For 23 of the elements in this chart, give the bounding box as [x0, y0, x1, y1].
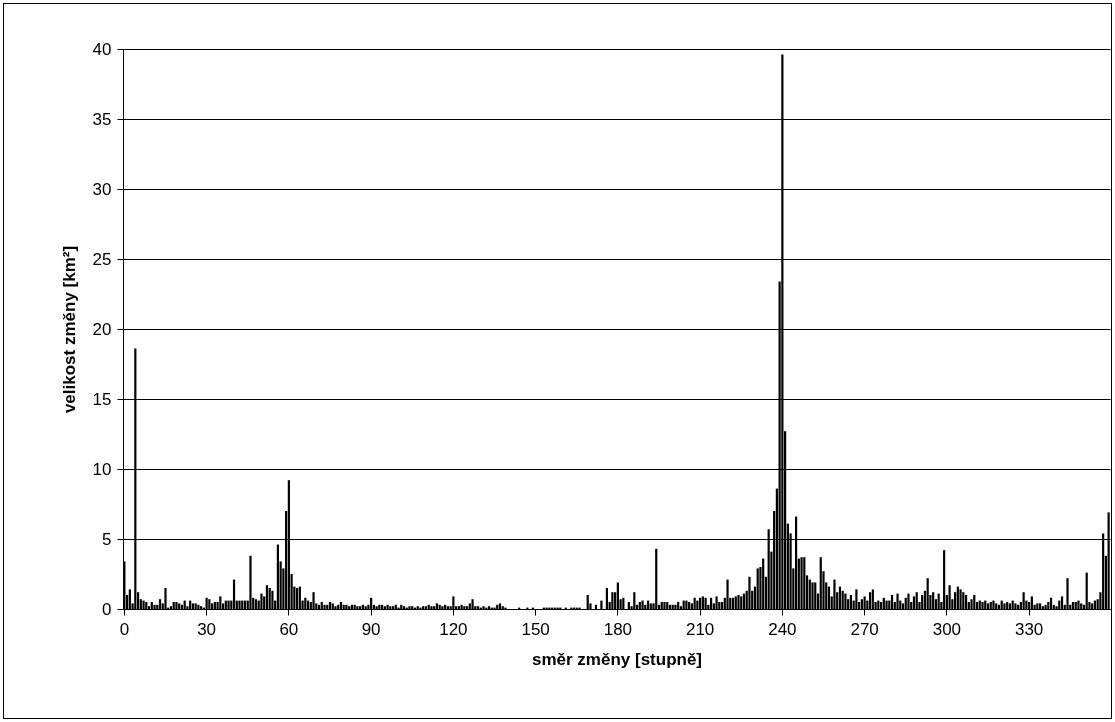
- y-tick-label: 15: [92, 389, 112, 409]
- x-tick-label: 90: [361, 619, 381, 639]
- y-tick-label: 20: [92, 319, 112, 339]
- x-tick-label: 60: [279, 619, 299, 639]
- y-tick-label: 30: [92, 179, 112, 199]
- x-tick-label: 0: [119, 619, 130, 639]
- x-axis-title: směr změny [stupně]: [531, 649, 703, 669]
- x-tick-label: 240: [768, 619, 797, 639]
- x-tick-label: 120: [439, 619, 468, 639]
- y-tick-label: 10: [92, 459, 112, 479]
- y-tick-label: 25: [92, 249, 112, 269]
- x-tick-label: 30: [197, 619, 217, 639]
- x-tick-label: 270: [850, 619, 879, 639]
- x-tick-label: 210: [685, 619, 715, 639]
- x-tick-label: 330: [1014, 619, 1044, 639]
- y-tick-label: 40: [92, 39, 112, 59]
- y-tick-label: 5: [102, 529, 112, 549]
- x-tick-label: 180: [603, 619, 633, 639]
- x-tick-label: 150: [521, 619, 550, 639]
- y-tick-label: 35: [92, 109, 112, 129]
- y-tick-label: 0: [102, 599, 112, 619]
- x-tick-label: 300: [932, 619, 962, 639]
- y-axis-title: velikost změny [km²]: [59, 245, 79, 414]
